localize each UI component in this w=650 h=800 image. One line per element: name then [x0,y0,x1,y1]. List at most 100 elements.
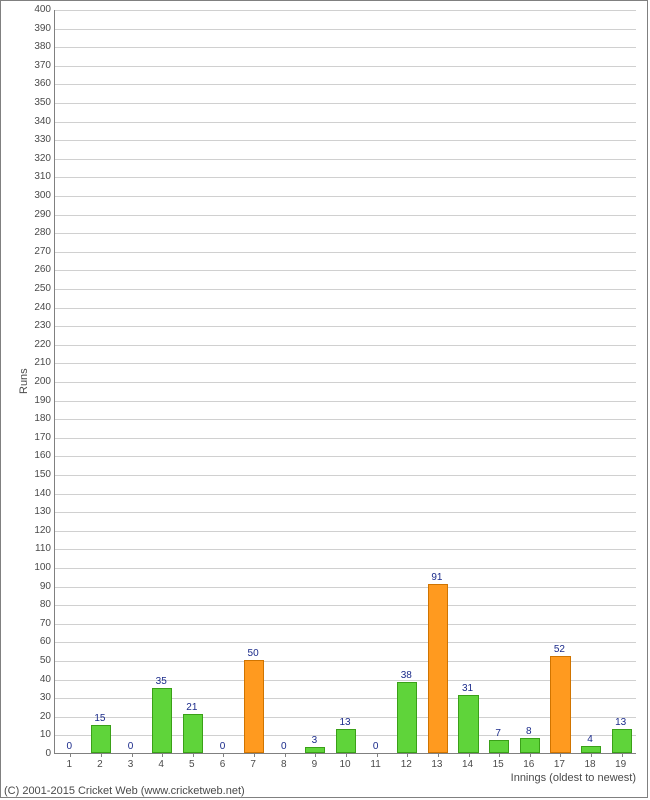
y-tick-label: 200 [34,377,51,387]
x-tick-label: 19 [615,759,626,770]
gridline [55,363,636,364]
bar-value-label: 7 [495,728,501,739]
y-tick-label: 260 [34,265,51,275]
y-tick-label: 100 [34,563,51,573]
x-tick [469,753,470,757]
y-tick-label: 20 [40,712,51,722]
y-tick-label: 220 [34,340,51,350]
y-tick-label: 40 [40,675,51,685]
y-tick-label: 240 [34,303,51,313]
gridline [55,308,636,309]
gridline [55,512,636,513]
y-tick-label: 300 [34,191,51,201]
gridline [55,549,636,550]
y-tick-label: 70 [40,619,51,629]
y-tick-label: 210 [34,358,51,368]
gridline [55,661,636,662]
gridline [55,66,636,67]
bar [489,740,509,753]
bar-value-label: 91 [431,572,442,583]
x-tick [346,753,347,757]
y-tick-label: 10 [40,730,51,740]
y-tick-label: 140 [34,489,51,499]
bar [612,729,632,753]
x-tick-label: 7 [250,759,256,770]
bar-value-label: 31 [462,683,473,694]
x-tick [101,753,102,757]
gridline [55,122,636,123]
gridline [55,642,636,643]
y-tick-label: 90 [40,582,51,592]
x-tick [377,753,378,757]
y-tick-label: 390 [34,24,51,34]
bar [336,729,356,753]
bar [183,714,203,753]
gridline [55,289,636,290]
x-tick [285,753,286,757]
bar [397,682,417,753]
y-tick-label: 170 [34,433,51,443]
x-tick-label: 9 [312,759,318,770]
y-tick-label: 330 [34,135,51,145]
gridline [55,177,636,178]
bar-value-label: 35 [156,676,167,687]
x-tick-label: 3 [128,759,134,770]
bar [428,584,448,753]
gridline [55,531,636,532]
bar-value-label: 15 [94,713,105,724]
gridline [55,159,636,160]
y-tick-label: 30 [40,693,51,703]
y-tick-label: 310 [34,172,51,182]
gridline [55,494,636,495]
gridline [55,103,636,104]
x-tick-label: 17 [554,759,565,770]
gridline [55,382,636,383]
y-tick-label: 60 [40,637,51,647]
gridline [55,624,636,625]
gridline [55,587,636,588]
gridline [55,47,636,48]
y-tick-label: 280 [34,228,51,238]
x-tick [622,753,623,757]
y-tick-label: 130 [34,507,51,517]
gridline [55,680,636,681]
y-tick-label: 180 [34,414,51,424]
x-tick [315,753,316,757]
y-tick-label: 150 [34,470,51,480]
x-axis-title: Innings (oldest to newest) [511,772,636,784]
y-tick-label: 340 [34,117,51,127]
x-tick [132,753,133,757]
gridline [55,698,636,699]
y-tick-label: 250 [34,284,51,294]
y-tick-label: 110 [35,544,51,554]
x-tick-label: 8 [281,759,287,770]
bar-value-label: 13 [339,717,350,728]
bar-value-label: 3 [312,735,318,746]
gridline [55,140,636,141]
bar [244,660,264,753]
x-tick [560,753,561,757]
y-tick-label: 120 [34,526,51,536]
x-tick [70,753,71,757]
gridline [55,456,636,457]
gridline [55,84,636,85]
y-tick-label: 370 [34,61,51,71]
y-tick-label: 400 [34,5,51,15]
gridline [55,419,636,420]
gridline [55,326,636,327]
bar-value-label: 13 [615,717,626,728]
gridline [55,401,636,402]
gridline [55,233,636,234]
bar-value-label: 38 [401,670,412,681]
y-tick-label: 290 [34,210,51,220]
bar-value-label: 52 [554,644,565,655]
y-tick-label: 160 [34,451,51,461]
x-tick [254,753,255,757]
bar [91,725,111,753]
x-tick-label: 5 [189,759,195,770]
y-tick-label: 80 [40,600,51,610]
x-tick-label: 16 [523,759,534,770]
x-tick [499,753,500,757]
bar-value-label: 4 [587,734,593,745]
bar [581,746,601,753]
